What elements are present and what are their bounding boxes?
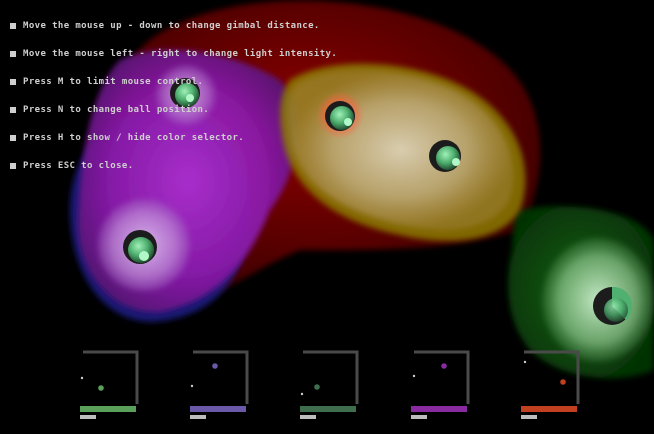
instruction-text: Press N to change ball position. [23,105,210,115]
selector-frame [83,350,139,404]
selector-marker[interactable] [560,379,566,385]
selector-marker[interactable] [314,384,320,390]
selector-tick [300,392,304,396]
ball-olive[interactable] [429,140,461,172]
instruction-item: Move the mouse up - down to change gimba… [10,12,337,40]
bullet-icon [10,135,16,141]
selector-swatch[interactable] [80,415,96,419]
selector-4[interactable] [411,350,471,422]
instruction-item: Press M to limit mouse control. [10,68,337,96]
selector-color-bar[interactable] [411,406,467,412]
instructions-list: Move the mouse up - down to change gimba… [10,12,337,180]
selector-swatch[interactable] [300,415,316,419]
selector-frame [414,350,470,404]
color-selector-graphic[interactable] [411,350,471,422]
selector-3[interactable] [300,350,360,422]
bullet-icon [10,51,16,57]
color-selector-graphic[interactable] [80,350,140,422]
instruction-text: Move the mouse up - down to change gimba… [23,21,320,31]
selector-marker[interactable] [98,385,104,391]
ball-purple-top[interactable] [170,78,200,108]
selector-tick [80,376,84,380]
selector-frame [303,350,359,404]
ball-purple-bottom[interactable] [123,230,157,264]
instruction-text: Press M to limit mouse control. [23,77,204,87]
selector-tick [523,360,527,364]
selector-tick [412,374,416,378]
bullet-icon [10,23,16,29]
selector-marker[interactable] [212,363,218,369]
selector-swatch[interactable] [190,415,206,419]
selector-frame [193,350,249,404]
selector-color-bar[interactable] [80,406,136,412]
color-selector-graphic[interactable] [521,350,581,422]
ball-green[interactable] [593,286,633,325]
selector-frame [524,350,580,404]
instruction-text: Press ESC to close. [23,161,134,171]
selector-marker[interactable] [441,363,447,369]
instruction-text: Move the mouse left - right to change li… [23,49,338,59]
instruction-item: Press ESC to close. [10,152,337,180]
instruction-text: Press H to show / hide color selector. [23,133,245,143]
color-selector-graphic[interactable] [190,350,250,422]
bullet-icon [10,163,16,169]
bullet-icon [10,79,16,85]
selector-2[interactable] [190,350,250,422]
balls [123,78,633,325]
color-selector-graphic[interactable] [300,350,360,422]
selector-5[interactable] [521,350,581,422]
instruction-item: Move the mouse left - right to change li… [10,40,337,68]
selector-tick [190,384,194,388]
instruction-item: Press N to change ball position. [10,96,337,124]
selector-color-bar[interactable] [300,406,356,412]
selector-color-bar[interactable] [190,406,246,412]
instruction-item: Press H to show / hide color selector. [10,124,337,152]
selector-swatch[interactable] [411,415,427,419]
bullet-icon [10,107,16,113]
ball-red[interactable] [325,101,355,131]
selector-color-bar[interactable] [521,406,577,412]
selector-swatch[interactable] [521,415,537,419]
selector-1[interactable] [80,350,140,422]
